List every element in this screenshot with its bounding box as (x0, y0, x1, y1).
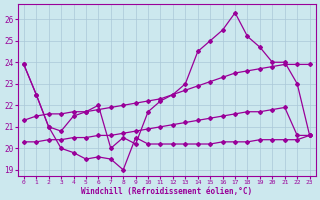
X-axis label: Windchill (Refroidissement éolien,°C): Windchill (Refroidissement éolien,°C) (81, 187, 252, 196)
